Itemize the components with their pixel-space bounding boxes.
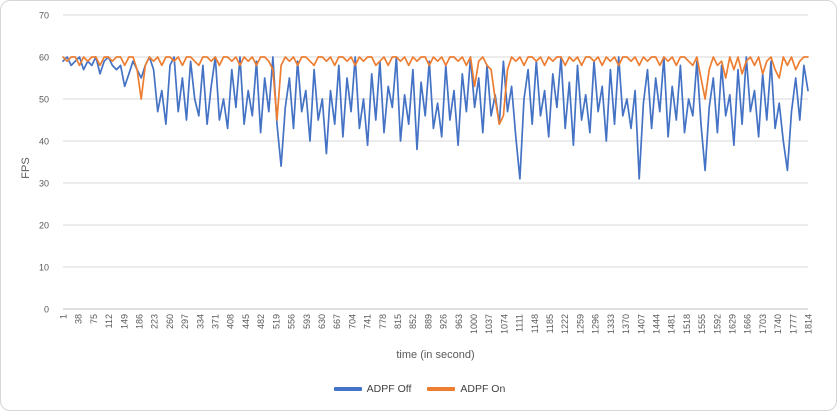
svg-text:1000: 1000 bbox=[469, 314, 479, 334]
svg-text:704: 704 bbox=[347, 314, 357, 329]
legend-label-adpf-off: ADPF Off bbox=[366, 383, 412, 395]
svg-text:1777: 1777 bbox=[788, 314, 798, 334]
svg-text:1259: 1259 bbox=[575, 314, 585, 334]
svg-text:371: 371 bbox=[211, 314, 221, 329]
svg-text:778: 778 bbox=[378, 314, 388, 329]
svg-text:408: 408 bbox=[226, 314, 236, 329]
y-axis-title: FPS bbox=[20, 157, 32, 179]
svg-text:889: 889 bbox=[423, 314, 433, 329]
svg-text:1592: 1592 bbox=[712, 314, 722, 334]
svg-text:1222: 1222 bbox=[560, 314, 570, 334]
x-axis-title: time (in second) bbox=[396, 349, 475, 361]
svg-text:1333: 1333 bbox=[606, 314, 616, 334]
svg-text:1370: 1370 bbox=[621, 314, 631, 334]
legend: ADPF Off ADPF On bbox=[1, 383, 836, 395]
svg-text:1185: 1185 bbox=[545, 314, 555, 333]
svg-text:1555: 1555 bbox=[697, 314, 707, 334]
svg-text:1296: 1296 bbox=[591, 314, 601, 334]
svg-text:75: 75 bbox=[89, 314, 99, 324]
svg-text:50: 50 bbox=[39, 95, 49, 105]
svg-text:815: 815 bbox=[393, 314, 403, 329]
svg-text:1703: 1703 bbox=[758, 314, 768, 334]
svg-text:445: 445 bbox=[241, 314, 251, 329]
adpf-on-line-swatch-icon bbox=[427, 387, 456, 391]
svg-text:1: 1 bbox=[59, 314, 69, 319]
svg-text:223: 223 bbox=[150, 314, 160, 329]
adpf-off-line-swatch-icon bbox=[333, 387, 362, 391]
svg-text:30: 30 bbox=[39, 179, 49, 189]
svg-text:297: 297 bbox=[180, 314, 190, 329]
svg-text:334: 334 bbox=[195, 314, 205, 329]
svg-text:667: 667 bbox=[332, 314, 342, 329]
svg-text:926: 926 bbox=[439, 314, 449, 329]
svg-text:112: 112 bbox=[104, 314, 114, 328]
svg-text:1111: 1111 bbox=[515, 314, 525, 332]
svg-text:630: 630 bbox=[317, 314, 327, 329]
svg-text:0: 0 bbox=[44, 305, 49, 315]
svg-text:149: 149 bbox=[119, 314, 129, 329]
svg-text:519: 519 bbox=[271, 314, 281, 329]
svg-text:60: 60 bbox=[39, 53, 49, 63]
legend-item-adpf-off[interactable]: ADPF Off bbox=[333, 383, 412, 395]
svg-text:1444: 1444 bbox=[651, 314, 661, 334]
svg-text:70: 70 bbox=[39, 11, 49, 21]
legend-label-adpf-on: ADPF On bbox=[460, 383, 506, 395]
svg-text:482: 482 bbox=[256, 314, 266, 329]
legend-item-adpf-on[interactable]: ADPF On bbox=[427, 383, 505, 395]
svg-text:556: 556 bbox=[287, 314, 297, 329]
svg-text:40: 40 bbox=[39, 137, 49, 147]
svg-text:1074: 1074 bbox=[499, 314, 509, 334]
svg-text:852: 852 bbox=[408, 314, 418, 329]
svg-text:260: 260 bbox=[165, 314, 175, 329]
svg-text:741: 741 bbox=[363, 314, 373, 329]
plot-area: 0 10 20 30 40 50 60 70 1 38 75 112 149 186 223 260 297 33… bbox=[39, 11, 814, 335]
svg-text:1629: 1629 bbox=[727, 314, 737, 334]
svg-text:1407: 1407 bbox=[636, 314, 646, 334]
svg-text:10: 10 bbox=[39, 263, 49, 273]
svg-text:1037: 1037 bbox=[484, 314, 494, 334]
svg-text:186: 186 bbox=[135, 314, 145, 329]
svg-text:1740: 1740 bbox=[773, 314, 783, 334]
svg-text:38: 38 bbox=[74, 314, 84, 324]
svg-text:1481: 1481 bbox=[667, 314, 677, 334]
svg-text:593: 593 bbox=[302, 314, 312, 329]
svg-text:1814: 1814 bbox=[804, 314, 814, 334]
svg-text:963: 963 bbox=[454, 314, 464, 329]
svg-text:1518: 1518 bbox=[682, 314, 692, 334]
svg-text:1148: 1148 bbox=[530, 314, 540, 333]
svg-text:20: 20 bbox=[39, 221, 49, 231]
svg-text:1666: 1666 bbox=[743, 314, 753, 334]
